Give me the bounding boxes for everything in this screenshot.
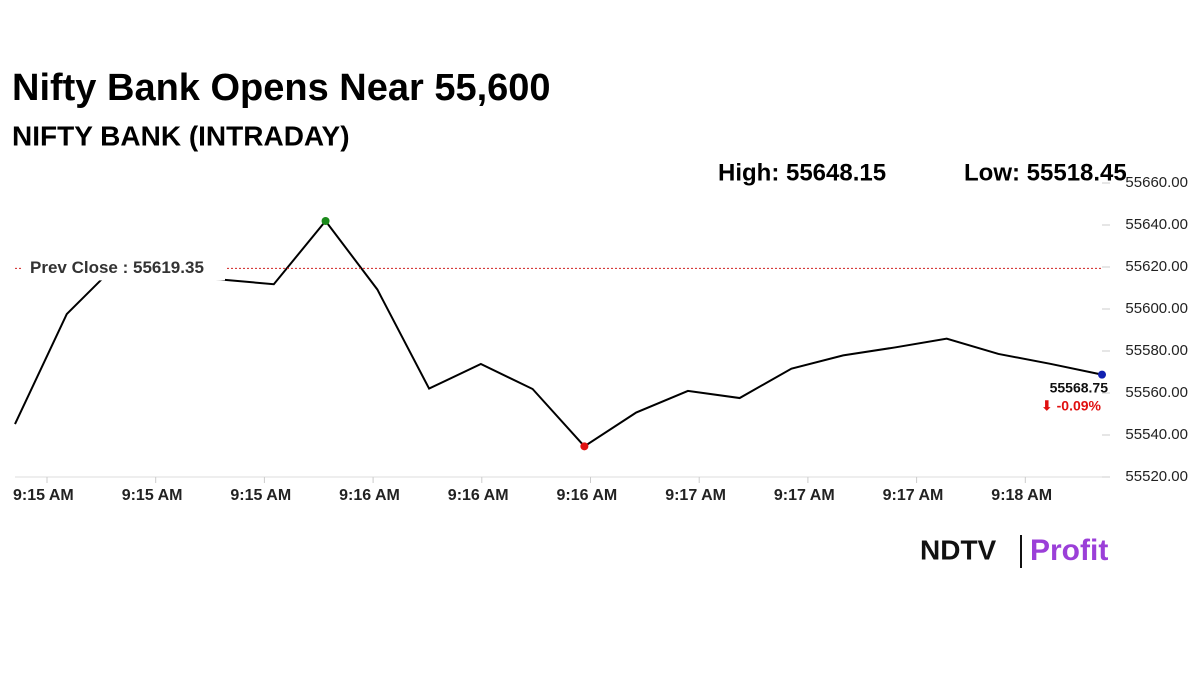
change-label: ⬇ -0.09%	[1041, 397, 1102, 413]
x-tick-label: 9:17 AM	[665, 487, 726, 504]
brand-right: Profit	[1030, 534, 1108, 567]
x-tick-label: 9:16 AM	[557, 487, 618, 504]
low-text: Low: 55518.45	[964, 159, 1127, 186]
x-tick-label: 9:17 AM	[774, 487, 835, 504]
brand-left: NDTV	[920, 534, 997, 565]
y-tick-label: 55600.00	[1125, 300, 1188, 317]
y-tick-label: 55520.00	[1125, 468, 1188, 485]
x-tick-label: 9:18 AM	[991, 487, 1052, 504]
x-tick-label: 9:17 AM	[883, 487, 944, 504]
x-tick-label: 9:15 AM	[13, 487, 74, 504]
prev-close-label-bg	[22, 256, 225, 281]
high-marker	[321, 217, 330, 226]
last-marker	[1098, 370, 1106, 379]
y-tick-label: 55660.00	[1125, 174, 1188, 191]
low-marker	[580, 442, 589, 451]
high-text: High: 55648.15	[718, 159, 886, 186]
y-tick-label: 55620.00	[1125, 258, 1188, 275]
last-value-label: 55568.75	[1050, 379, 1109, 395]
x-tick-label: 9:16 AM	[448, 487, 509, 504]
chart-subtitle: NIFTY BANK (INTRADAY)	[12, 120, 350, 151]
y-tick-label: 55580.00	[1125, 342, 1188, 359]
x-tick-label: 9:15 AM	[122, 487, 183, 504]
y-tick-label: 55540.00	[1125, 426, 1188, 443]
chart-title: Nifty Bank Opens Near 55,600	[12, 67, 551, 109]
y-tick-label: 55640.00	[1125, 216, 1188, 233]
prev-close-label: Prev Close : 55619.35	[30, 258, 204, 277]
x-tick-label: 9:15 AM	[230, 487, 291, 504]
y-tick-label: 55560.00	[1125, 384, 1188, 401]
x-tick-label: 9:16 AM	[339, 487, 400, 504]
